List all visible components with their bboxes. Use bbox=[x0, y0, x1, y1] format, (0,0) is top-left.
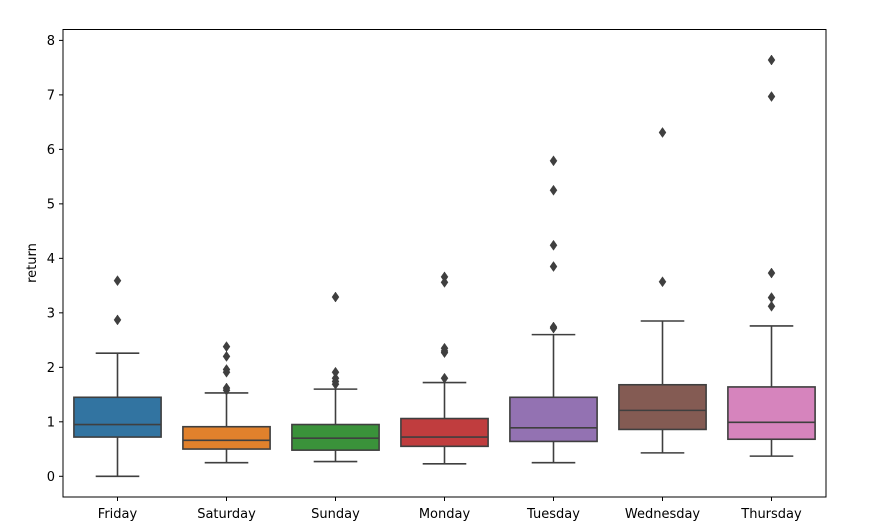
box-iqr bbox=[618, 383, 707, 431]
x-tick-label: Friday bbox=[98, 507, 138, 522]
x-tick-label: Monday bbox=[419, 507, 471, 522]
plot-frame bbox=[62, 29, 827, 498]
y-tick-label: 0 bbox=[47, 470, 55, 485]
outlier-point bbox=[440, 372, 449, 384]
box-tuesday bbox=[509, 155, 598, 464]
x-axis: Friday Saturday Sunday Monday Tuesday Wednesd… bbox=[98, 497, 802, 522]
y-tick-label: 1 bbox=[47, 415, 55, 430]
boxes-layer bbox=[73, 54, 816, 478]
y-tick-label: 2 bbox=[47, 361, 55, 376]
outlier-point bbox=[440, 271, 449, 283]
box-iqr bbox=[400, 417, 489, 448]
box-thursday bbox=[727, 54, 816, 457]
x-tick-label: Wednesday bbox=[625, 507, 701, 522]
box-sunday bbox=[291, 291, 380, 463]
y-tick-label: 8 bbox=[47, 34, 55, 49]
x-tick-label: Thursday bbox=[740, 507, 802, 522]
outlier-point bbox=[658, 276, 667, 288]
outlier-point bbox=[331, 372, 340, 384]
box-friday bbox=[73, 275, 162, 478]
box-iqr bbox=[509, 396, 598, 443]
y-tick-label: 3 bbox=[47, 306, 55, 321]
y-tick-label: 6 bbox=[47, 143, 55, 158]
outlier-point bbox=[222, 350, 231, 362]
box-monday bbox=[400, 271, 489, 465]
outlier-point bbox=[767, 91, 776, 102]
y-axis-label: return bbox=[25, 243, 40, 283]
outlier-point bbox=[767, 267, 776, 279]
outlier-point bbox=[549, 261, 558, 272]
x-tick-label: Tuesday bbox=[526, 507, 580, 522]
outlier-point bbox=[440, 342, 449, 354]
box-iqr bbox=[727, 386, 816, 441]
y-tick-label: 7 bbox=[47, 88, 55, 103]
outlier-point bbox=[658, 127, 667, 138]
box-iqr bbox=[182, 425, 271, 450]
outlier-point bbox=[113, 275, 122, 287]
outlier-point bbox=[549, 155, 558, 167]
outlier-point bbox=[113, 314, 122, 326]
outlier-point bbox=[767, 300, 776, 312]
y-tick-label: 5 bbox=[47, 197, 55, 212]
box-iqr bbox=[291, 423, 380, 451]
y-axis: 0 1 2 3 4 5 6 7 8 bbox=[47, 34, 63, 485]
x-tick-label: Sunday bbox=[311, 507, 360, 522]
outlier-point bbox=[549, 184, 558, 196]
outlier-point bbox=[767, 292, 776, 304]
y-tick-label: 4 bbox=[47, 252, 55, 267]
outlier-point bbox=[331, 366, 340, 378]
outlier-point bbox=[549, 321, 558, 333]
outlier-point bbox=[331, 291, 340, 303]
box-iqr bbox=[73, 396, 162, 438]
outlier-point bbox=[767, 54, 776, 66]
outlier-point bbox=[222, 364, 231, 375]
box-wednesday bbox=[618, 127, 707, 454]
outlier-point bbox=[222, 382, 231, 394]
x-tick-label: Saturday bbox=[197, 507, 256, 522]
outlier-point bbox=[440, 276, 449, 288]
outlier-point bbox=[549, 239, 558, 251]
box-saturday bbox=[182, 341, 271, 464]
outlier-point bbox=[222, 341, 231, 353]
